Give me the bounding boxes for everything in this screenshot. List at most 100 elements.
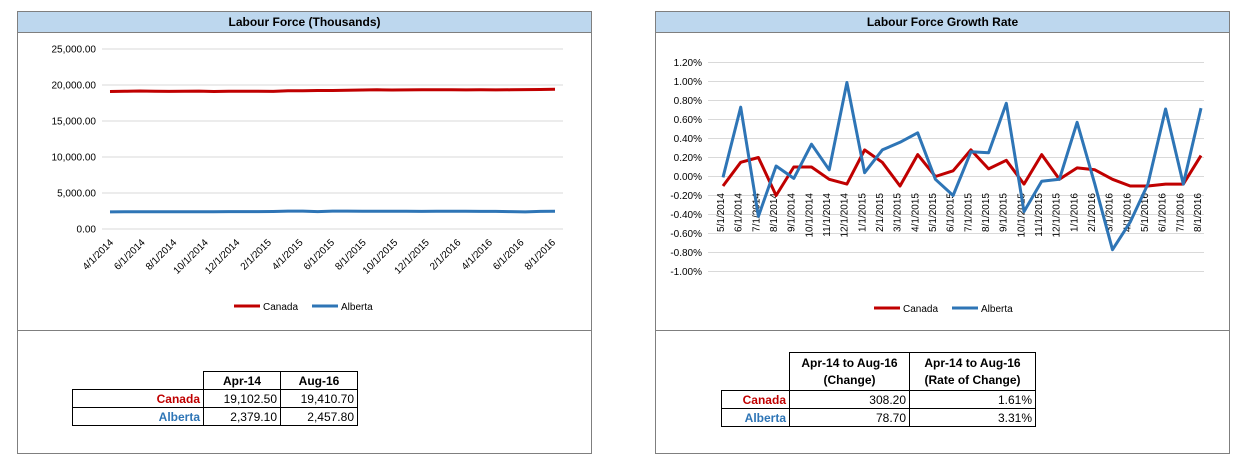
y-tick-label: 0.40%	[674, 134, 702, 145]
x-tick-label: 1/1/2015	[857, 193, 868, 232]
x-tick-label: 12/1/2014	[840, 193, 851, 238]
x-tick-label: 10/1/2014	[804, 193, 815, 238]
y-tick-label: 25,000.00	[52, 45, 97, 56]
labour-force-chart: 25,000.00 20,000.00 15,000.00 10,000.00 5,00…	[52, 45, 563, 313]
right-chart-panel: Labour Force Growth Rate 1.20% 1.00% 0.80%…	[655, 11, 1230, 331]
x-tick-label: 5/1/2015	[928, 193, 939, 232]
x-tick-label: 2/1/2016	[1087, 193, 1098, 232]
x-tick-label: 12/1/2014	[203, 237, 243, 277]
y-tick-label: 0.60%	[674, 115, 702, 126]
row-label-alberta: Alberta	[721, 408, 790, 427]
x-tick-label: 7/1/2015	[963, 193, 974, 232]
left-chart-panel: Labour Force (Thousands) 25,000.00 20,000…	[17, 11, 592, 331]
x-tick-label: 8/1/2016	[523, 237, 559, 273]
x-tick-label: 6/1/2016	[491, 237, 527, 273]
table-cell: 19,102.50	[203, 389, 281, 408]
row-label-canada: Canada	[721, 390, 790, 409]
x-tick-label: 8/1/2016	[1193, 193, 1204, 232]
y-tick-label: -0.20%	[670, 191, 702, 202]
y-tick-label: 20,000.00	[52, 81, 97, 92]
y-tick-label: -0.60%	[670, 229, 702, 240]
x-tick-label: 2/1/2015	[239, 237, 275, 273]
y-tick-label: -0.40%	[670, 210, 702, 221]
legend-label-alberta: Alberta	[981, 304, 1013, 315]
table-header-row: Apr-14 to Aug-16 (Change) Apr-14 to Aug-…	[722, 352, 1036, 391]
table-row: Canada 19,102.50 19,410.70	[72, 389, 358, 408]
table-cell: 19,410.70	[280, 389, 358, 408]
left-table-panel: Apr-14 Aug-16 Canada 19,102.50 19,410.70…	[17, 330, 592, 454]
legend-label-canada: Canada	[903, 304, 938, 315]
y-tick-label: 1.20%	[674, 58, 702, 69]
col-header-line1: Apr-14 to Aug-16	[924, 355, 1021, 370]
x-tick-label: 4/1/2016	[460, 237, 496, 273]
series-line-alberta	[109, 209, 556, 214]
x-tick-label: 8/1/2014	[769, 193, 780, 232]
y-tick-label: -1.00%	[670, 267, 702, 278]
table-cell: 1.61%	[909, 390, 1036, 409]
y-tick-label: 5,000.00	[57, 189, 96, 200]
x-tick-label: 4/1/2015	[270, 237, 306, 273]
table-cell: 308.20	[789, 390, 910, 409]
table-row: Canada 308.20 1.61%	[721, 390, 1036, 409]
legend-label-canada: Canada	[263, 302, 298, 313]
x-tick-label: 11/1/2014	[822, 193, 833, 237]
table-row: Alberta 2,379.10 2,457.80	[72, 407, 358, 426]
legend-label-alberta: Alberta	[341, 302, 373, 313]
y-tick-label: 0.00	[77, 225, 97, 236]
x-tick-label: 12/1/2015	[1052, 193, 1063, 238]
y-tick-label: 0.80%	[674, 96, 702, 107]
x-tick-label: 3/1/2016	[1105, 193, 1116, 232]
x-tick-label: 2/1/2015	[875, 193, 886, 232]
x-tick-label: 9/1/2014	[787, 193, 798, 232]
right-table-panel: Apr-14 to Aug-16 (Change) Apr-14 to Aug-…	[655, 330, 1230, 454]
y-tick-label: 1.00%	[674, 77, 702, 88]
col-header-line1: Apr-14 to Aug-16	[801, 355, 898, 370]
col-header-line2: (Rate of Change)	[924, 372, 1021, 387]
y-tick-label: 10,000.00	[52, 153, 97, 164]
table-cell: 2,379.10	[203, 407, 281, 426]
col-header-change: Apr-14 to Aug-16 (Change)	[789, 352, 910, 391]
x-tick-label: 7/1/2016	[1175, 193, 1186, 232]
col-header-apr14: Apr-14	[203, 371, 281, 390]
labour-force-table: Apr-14 Aug-16 Canada 19,102.50 19,410.70…	[72, 371, 358, 426]
x-tick-label: 8/1/2015	[981, 193, 992, 232]
x-tick-label: 5/1/2014	[716, 193, 727, 232]
x-tick-label: 6/1/2016	[1158, 193, 1169, 232]
x-tick-label: 4/1/2016	[1122, 193, 1133, 232]
x-tick-label: 5/1/2016	[1140, 193, 1151, 232]
table-cell: 2,457.80	[280, 407, 358, 426]
col-header-line2: (Change)	[823, 372, 876, 387]
x-tick-label: 1/1/2016	[1069, 193, 1080, 232]
y-tick-label: 0.00%	[674, 172, 702, 183]
row-label-canada: Canada	[72, 389, 204, 408]
table-cell: 78.70	[789, 408, 910, 427]
table-cell: 3.31%	[909, 408, 1036, 427]
growth-rate-table: Apr-14 to Aug-16 (Change) Apr-14 to Aug-…	[721, 352, 1036, 427]
x-tick-label: 6/1/2015	[302, 237, 338, 273]
y-tick-label: -0.80%	[670, 248, 702, 259]
y-tick-label: 0.20%	[674, 153, 702, 164]
y-tick-label: 15,000.00	[52, 117, 97, 128]
series-line-canada	[109, 87, 556, 93]
col-header-aug16: Aug-16	[280, 371, 358, 390]
series-line-canada	[721, 148, 1203, 197]
x-tick-label: 12/1/2015	[393, 237, 433, 277]
col-header-rate: Apr-14 to Aug-16 (Rate of Change)	[909, 352, 1036, 391]
x-tick-label: 9/1/2015	[999, 193, 1010, 232]
right-chart-title: Labour Force Growth Rate	[656, 12, 1229, 33]
series-line-alberta	[721, 81, 1203, 252]
x-tick-label: 11/1/2015	[1034, 193, 1045, 237]
x-tick-label: 6/1/2014	[734, 193, 745, 232]
left-chart-title: Labour Force (Thousands)	[18, 12, 591, 33]
x-tick-label: 6/1/2014	[112, 237, 148, 273]
x-tick-label: 3/1/2015	[893, 193, 904, 232]
x-tick-label: 2/1/2016	[428, 237, 464, 273]
x-tick-label: 4/1/2015	[910, 193, 921, 232]
table-header-row: Apr-14 Aug-16	[73, 371, 358, 390]
x-tick-label: 6/1/2015	[946, 193, 957, 232]
row-label-alberta: Alberta	[72, 407, 204, 426]
table-row: Alberta 78.70 3.31%	[721, 408, 1036, 427]
x-tick-label: 10/1/2015	[1016, 193, 1027, 238]
growth-rate-chart: 1.20% 1.00% 0.80% 0.60% 0.40% 0.20% 0.00% -0.20…	[670, 58, 1204, 315]
x-tick-label: 4/1/2014	[81, 237, 117, 273]
